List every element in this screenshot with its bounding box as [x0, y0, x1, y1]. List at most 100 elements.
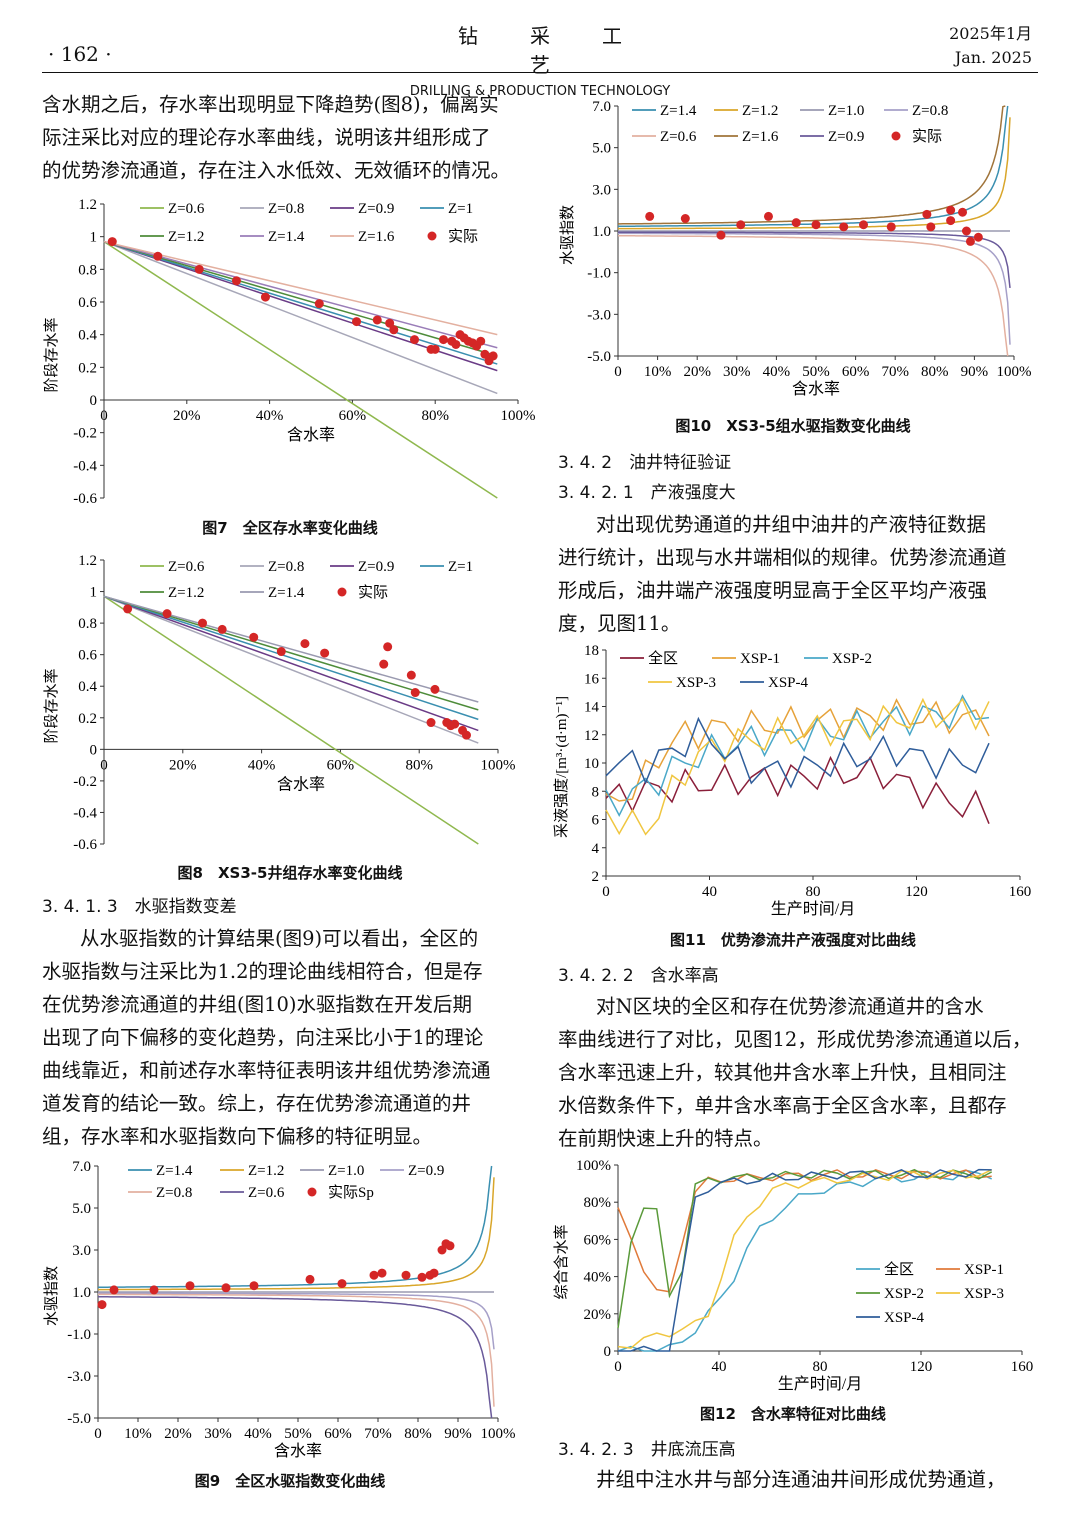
- text-line: 在优势渗流通道的井组(图10)水驱指数在开发后期: [42, 993, 473, 1016]
- fig7-series-line: [103, 240, 498, 499]
- fig7-series-line: [103, 240, 498, 336]
- fig10-chart: 7.0 5.0 3.0 1.0 -1.0 -3.0 -5.00 10% 20% 30% 40% 50%…: [559, 99, 1032, 398]
- fig8-legend-label: Z=0.6: [168, 559, 205, 575]
- fig9-actual-point: [401, 1270, 411, 1280]
- fig10-actual-point: [645, 211, 655, 221]
- fig9-y-tick-label: 7.0: [72, 1159, 91, 1175]
- fig8-legend-swatch: [337, 587, 347, 597]
- fig7-y-tick-label: -0.6: [73, 491, 97, 507]
- fig7-series-line: [103, 240, 498, 395]
- fig10-x-tick-label: 100%: [997, 364, 1032, 380]
- fig9-actual-point: [249, 1281, 259, 1291]
- fig10-x-tick-label: 80%: [921, 364, 949, 380]
- fig7-x-tick-label: 100%: [501, 408, 536, 424]
- text-line: 道发育的结论一致。综上，存在优势渗流通道的井: [42, 1092, 472, 1115]
- fig8-y-tick-label: 0.8: [78, 616, 97, 632]
- fig7-legend-label: Z=0.8: [268, 201, 304, 217]
- fig11-y-label: 采液强度/[m³·(d·m)⁻¹]: [553, 696, 570, 838]
- fig11-y-tick-label: 2: [592, 869, 600, 885]
- fig8-actual-point: [410, 688, 420, 698]
- section-342-heading: 3. 4. 2 油井特征验证: [558, 453, 732, 473]
- fig8-legend-label: 实际: [358, 584, 388, 601]
- fig8-actual-point: [450, 719, 460, 729]
- fig12-y-label: 综合含水率: [553, 1224, 570, 1299]
- fig12-y-tick-label: 20%: [584, 1307, 612, 1323]
- fig7-actual-point: [314, 299, 324, 309]
- journal-title: 钻采工艺 DRILLING & PRODUCTION TECHNOLOGY: [380, 20, 700, 99]
- fig8-x-tick-label: 0: [100, 757, 108, 773]
- fig12-y-tick-label: 0: [604, 1344, 612, 1360]
- fig8-actual-point: [198, 618, 207, 628]
- fig9-x-tick-label: 80%: [404, 1426, 432, 1442]
- fig12-series-line: [617, 1168, 992, 1293]
- fig12-legend-label: XSP-4: [884, 1310, 925, 1326]
- fig8-series-line: [103, 595, 479, 845]
- fig10-x-tick-label: 10%: [644, 364, 672, 380]
- fig9-actual-point: [369, 1270, 379, 1280]
- fig7-x-tick-label: 40%: [256, 408, 284, 424]
- fig9-x-tick-label: 0: [94, 1426, 102, 1442]
- fig7-x-tick-label: 20%: [173, 408, 201, 424]
- fig11-series-line: [605, 697, 990, 836]
- fig8-legend-label: Z=1.4: [268, 585, 305, 601]
- fig7-x-tick-label: 60%: [339, 408, 367, 424]
- fig8-y-tick-label: 0.2: [78, 711, 97, 727]
- fig7-legend-label: Z=0.6: [168, 201, 205, 217]
- fig7-actual-point: [231, 276, 241, 286]
- fig8-actual-point: [379, 659, 389, 669]
- fig9-legend-label: Z=1.0: [328, 1163, 364, 1179]
- section-3422-paragraph: 对N区块的全区和存在优势渗流通道井的含水 率曲线进行了对比，见图12，形成优势渗…: [558, 990, 1038, 1155]
- fig7-y-tick-label: 0.6: [78, 295, 97, 311]
- fig8-legend-label: Z=0.9: [358, 559, 394, 575]
- fig9-legend-label: Z=1.2: [248, 1163, 284, 1179]
- fig12-y-tick-label: 60%: [584, 1232, 612, 1248]
- fig7-y-tick-label: -0.4: [73, 458, 97, 474]
- fig9-series-line: [98, 1292, 495, 1350]
- fig7-legend-label: Z=0.9: [358, 201, 394, 217]
- fig9-y-tick-label: 3.0: [72, 1243, 91, 1259]
- fig7-actual-point: [430, 344, 440, 354]
- fig10-actual-point: [946, 205, 956, 215]
- fig8-actual-point: [276, 647, 286, 657]
- fig10-x-tick-label: 0: [614, 364, 622, 380]
- fig10-actual-point: [859, 220, 869, 230]
- fig7-y-tick-label: 0.4: [78, 328, 97, 344]
- fig9-legend-label: Z=1.4: [156, 1163, 193, 1179]
- fig7-x-label: 含水率: [287, 426, 335, 444]
- fig7-actual-point: [389, 325, 399, 335]
- fig10-x-tick-label: 70%: [881, 364, 909, 380]
- fig11-x-tick-label: 0: [602, 884, 610, 900]
- fig8-series-line: [103, 595, 479, 732]
- fig7-legend-label: 实际: [448, 228, 478, 245]
- fig9-legend-label: Z=0.6: [248, 1185, 285, 1201]
- fig7-series-line: [103, 240, 498, 357]
- fig7-series-line: [103, 240, 498, 349]
- fig9-legend-label: 实际Sp: [328, 1184, 374, 1201]
- issue-date: 2025年1月 Jan. 2025: [949, 22, 1032, 70]
- text-line: 率曲线进行了对比，见图12，形成优势渗流通道以后，: [558, 1028, 1032, 1051]
- fig10-legend-swatch: [891, 131, 901, 141]
- fig7-legend-label: Z=1.2: [168, 229, 204, 245]
- fig12-y-tick-label: 40%: [584, 1270, 612, 1286]
- fig10-legend-label: Z=0.6: [660, 129, 697, 145]
- fig10-x-tick-label: 90%: [961, 364, 989, 380]
- fig9-x-tick-label: 50%: [284, 1426, 312, 1442]
- fig8-actual-point: [426, 718, 436, 728]
- fig11-y-tick-label: 8: [592, 784, 600, 800]
- text-line: 出现了向下偏移的变化趋势，向注采比小于1的理论: [42, 1026, 484, 1049]
- fig12-x-tick-label: 40: [712, 1359, 727, 1375]
- fig9-y-tick-label: -3.0: [67, 1369, 91, 1385]
- fig8-y-tick-label: -0.4: [73, 805, 97, 821]
- fig9-series-line: [98, 1293, 495, 1407]
- fig9-actual-point: [185, 1281, 195, 1291]
- fig7-actual-point: [107, 237, 117, 247]
- text-line: 度，见图11。: [558, 612, 681, 635]
- fig10-legend-label: Z=1.6: [742, 129, 779, 145]
- text-line: 对N区块的全区和存在优势渗流通道井的含水: [596, 995, 984, 1018]
- fig10-y-tick-label: -3.0: [587, 307, 611, 323]
- fig8-y-tick-label: -0.6: [73, 837, 97, 853]
- fig10-legend-label: Z=1.0: [828, 103, 864, 119]
- fig7-actual-point: [194, 264, 204, 274]
- fig8-y-tick-label: 0: [90, 742, 98, 758]
- fig10-actual-point: [811, 220, 821, 230]
